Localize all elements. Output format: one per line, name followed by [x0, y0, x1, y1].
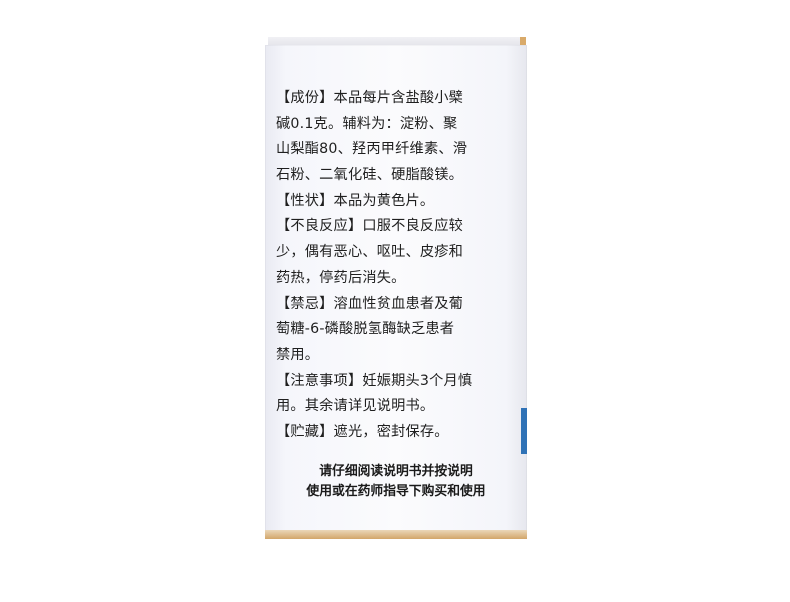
- info-line: 【禁忌】溶血性贫血患者及葡: [276, 295, 464, 312]
- info-line: 【成份】本品每片含盐酸小檗: [276, 90, 464, 106]
- box-top-edge: [520, 37, 526, 46]
- info-line: 禁用。: [276, 346, 320, 363]
- info-line: 【贮藏】遮光，密封保存。: [276, 423, 449, 440]
- info-line: 药热，停药后消失。: [276, 269, 406, 286]
- info-line: 少，偶有恶心、呕吐、皮疹和: [276, 244, 464, 261]
- drug-info-text: 【成份】本品每片含盐酸小檗 碱0.1克。辅料为：淀粉、聚 山梨酯80、羟丙甲纤维…: [276, 86, 512, 446]
- usage-notice-line: 请仔细阅读说明书并按说明: [319, 464, 473, 479]
- usage-notice-line: 使用或在药师指导下购买和使用: [306, 484, 486, 499]
- package-side-panel: [265, 45, 527, 531]
- box-bottom-edge: [265, 530, 527, 539]
- blue-side-stripe: [521, 408, 527, 454]
- info-line: 【注意事项】妊娠期头3个月慎: [276, 372, 473, 389]
- box-top-face: [268, 37, 526, 46]
- info-line: 萄糖-6-磷酸脱氢酶缺乏患者: [276, 321, 455, 338]
- info-line: 【性状】本品为黄色片。: [276, 192, 435, 209]
- info-line: 碱0.1克。辅料为：淀粉、聚: [276, 115, 458, 132]
- usage-notice: 请仔细阅读说明书并按说明 使用或在药师指导下购买和使用: [265, 462, 527, 502]
- info-line: 【不良反应】口服不良反应较: [276, 218, 464, 235]
- info-line: 用。其余请详见说明书。: [276, 398, 435, 415]
- info-line: 山梨酯80、羟丙甲纤维素、滑: [276, 141, 468, 158]
- info-line: 石粉、二氧化硅、硬脂酸镁。: [276, 167, 464, 184]
